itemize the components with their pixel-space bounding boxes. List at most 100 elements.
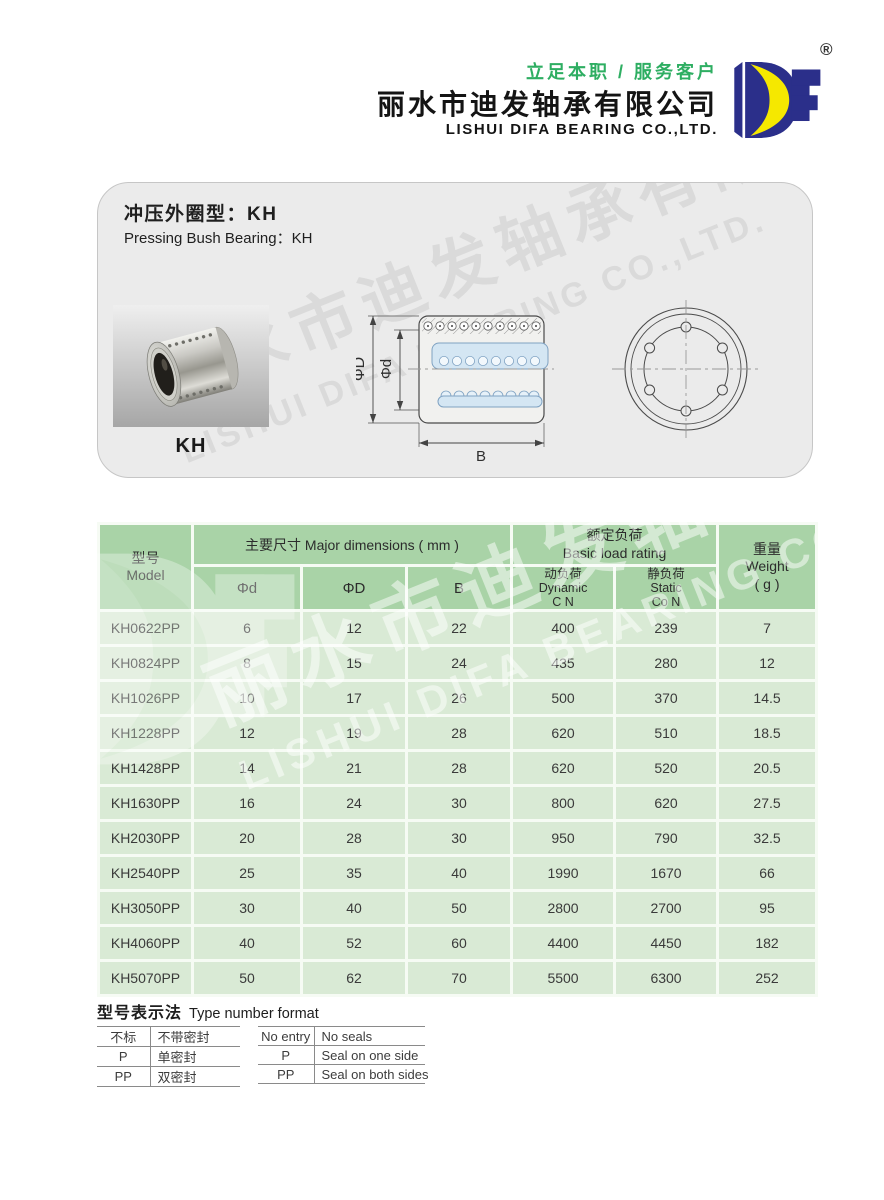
cell-inner-dia: 40 bbox=[191, 924, 303, 962]
cell-model: KH1026PP bbox=[97, 679, 194, 717]
cell-length: 50 bbox=[404, 889, 514, 927]
bearing-photo-illustration bbox=[113, 305, 269, 427]
cell-length: 28 bbox=[404, 749, 514, 787]
cell-weight: 182 bbox=[716, 924, 819, 962]
table-row: KH2540PP 25 35 40 1990 1670 66 bbox=[97, 854, 819, 892]
col-header-static-load: 静负荷 Static Co N bbox=[613, 564, 720, 612]
table-row: P Seal on one side bbox=[258, 1045, 425, 1065]
cell-weight: 252 bbox=[716, 959, 819, 997]
cell-dynamic: 800 bbox=[510, 784, 617, 822]
col-header-load-rating: 额定负荷 Basic load rating bbox=[510, 522, 720, 567]
col-header-inner-dia: Φd bbox=[191, 564, 303, 612]
cell-model: KH0824PP bbox=[97, 644, 194, 682]
cross-section-drawing: ΦD Φd B bbox=[351, 295, 561, 465]
cell-dynamic: 1990 bbox=[510, 854, 617, 892]
cell-weight: 32.5 bbox=[716, 819, 819, 857]
cell-model: KH1428PP bbox=[97, 749, 194, 787]
spec-table: 型号 Model 主要尺寸 Major dimensions ( mm ) 额定… bbox=[97, 522, 819, 997]
cell-dynamic: 950 bbox=[510, 819, 617, 857]
cell-inner-dia: 12 bbox=[191, 714, 303, 752]
col-header-major-dimensions: 主要尺寸 Major dimensions ( mm ) bbox=[190, 522, 514, 567]
cell-inner-dia: 30 bbox=[191, 889, 303, 927]
registered-trademark: ® bbox=[820, 40, 833, 59]
cell-static: 2700 bbox=[613, 889, 720, 927]
dim-outer-label: ΦD bbox=[356, 357, 368, 381]
cell-outer-dia: 62 bbox=[300, 959, 408, 997]
cell-inner-dia: 50 bbox=[191, 959, 303, 997]
cell-model: KH2030PP bbox=[97, 819, 194, 857]
table-row: KH5070PP 50 62 70 5500 6300 252 bbox=[97, 959, 819, 997]
cell-model: KH1630PP bbox=[97, 784, 194, 822]
cell-static: 790 bbox=[613, 819, 720, 857]
cell-weight: 95 bbox=[716, 889, 819, 927]
cell-inner-dia: 14 bbox=[191, 749, 303, 787]
table-row: KH4060PP 40 52 60 4400 4450 182 bbox=[97, 924, 819, 962]
cell-length: 60 bbox=[404, 924, 514, 962]
table-row: KH0824PP 8 15 24 435 280 12 bbox=[97, 644, 819, 682]
col-header-dynamic-load: 动负荷 Dynamic C N bbox=[510, 564, 617, 612]
cell-weight: 27.5 bbox=[716, 784, 819, 822]
cell-weight: 7 bbox=[716, 609, 819, 647]
cell-outer-dia: 24 bbox=[300, 784, 408, 822]
table-row: 不标 不带密封 bbox=[97, 1026, 240, 1047]
cell-dynamic: 620 bbox=[510, 714, 617, 752]
dim-inner-label: Φd bbox=[378, 359, 395, 379]
col-header-length: B bbox=[404, 564, 514, 612]
cell-weight: 14.5 bbox=[716, 679, 819, 717]
cell-weight: 12 bbox=[716, 644, 819, 682]
cell-model: KH5070PP bbox=[97, 959, 194, 997]
table-row: PP Seal on both sides bbox=[258, 1064, 428, 1084]
cell-model: KH3050PP bbox=[97, 889, 194, 927]
type-format-cn-table: 不标 不带密封 P 单密封 PP 双密封 bbox=[97, 1026, 240, 1087]
product-panel: 丽水市迪发轴承有限公司 LISHUI DIFA BEARING CO.,LTD.… bbox=[97, 182, 813, 478]
cell-weight: 20.5 bbox=[716, 749, 819, 787]
cell-inner-dia: 16 bbox=[191, 784, 303, 822]
cell-outer-dia: 21 bbox=[300, 749, 408, 787]
type-code: PP bbox=[97, 1066, 151, 1087]
cell-length: 24 bbox=[404, 644, 514, 682]
cell-length: 40 bbox=[404, 854, 514, 892]
df-logo bbox=[732, 60, 822, 140]
table-row: PP 双密封 bbox=[97, 1066, 240, 1087]
cell-inner-dia: 20 bbox=[191, 819, 303, 857]
cell-outer-dia: 28 bbox=[300, 819, 408, 857]
type-desc: Seal on both sides bbox=[314, 1064, 428, 1084]
df-logo-icon bbox=[734, 62, 821, 138]
cell-length: 28 bbox=[404, 714, 514, 752]
cell-inner-dia: 25 bbox=[191, 854, 303, 892]
cell-static: 6300 bbox=[613, 959, 720, 997]
table-row: KH2030PP 20 28 30 950 790 32.5 bbox=[97, 819, 819, 857]
cell-static: 620 bbox=[613, 784, 720, 822]
cell-static: 239 bbox=[613, 609, 720, 647]
cell-outer-dia: 35 bbox=[300, 854, 408, 892]
cell-dynamic: 5500 bbox=[510, 959, 617, 997]
type-code: P bbox=[258, 1045, 315, 1065]
cell-outer-dia: 12 bbox=[300, 609, 408, 647]
table-row: KH1026PP 10 17 26 500 370 14.5 bbox=[97, 679, 819, 717]
cell-inner-dia: 10 bbox=[191, 679, 303, 717]
type-desc: Seal on one side bbox=[314, 1045, 425, 1065]
cell-weight: 18.5 bbox=[716, 714, 819, 752]
panel-title-cn: 冲压外圈型：KH bbox=[124, 204, 278, 225]
cell-dynamic: 500 bbox=[510, 679, 617, 717]
type-format-en-table: No entry No seals P Seal on one side PP … bbox=[258, 1026, 428, 1084]
table-row: KH3050PP 30 40 50 2800 2700 95 bbox=[97, 889, 819, 927]
product-photo bbox=[113, 305, 269, 427]
type-code: 不标 bbox=[97, 1026, 151, 1047]
cell-static: 4450 bbox=[613, 924, 720, 962]
cell-outer-dia: 15 bbox=[300, 644, 408, 682]
type-code: PP bbox=[258, 1064, 315, 1084]
panel-title-en: Pressing Bush Bearing：KH bbox=[124, 230, 313, 247]
col-header-weight: 重量 Weight ( g ) bbox=[716, 522, 819, 612]
type-desc: 双密封 bbox=[150, 1066, 240, 1087]
cell-dynamic: 2800 bbox=[510, 889, 617, 927]
cell-outer-dia: 19 bbox=[300, 714, 408, 752]
cell-model: KH4060PP bbox=[97, 924, 194, 962]
cell-static: 1670 bbox=[613, 854, 720, 892]
cell-dynamic: 400 bbox=[510, 609, 617, 647]
table-row: KH1228PP 12 19 28 620 510 18.5 bbox=[97, 714, 819, 752]
cell-length: 22 bbox=[404, 609, 514, 647]
cell-dynamic: 4400 bbox=[510, 924, 617, 962]
end-view-drawing bbox=[598, 299, 778, 449]
